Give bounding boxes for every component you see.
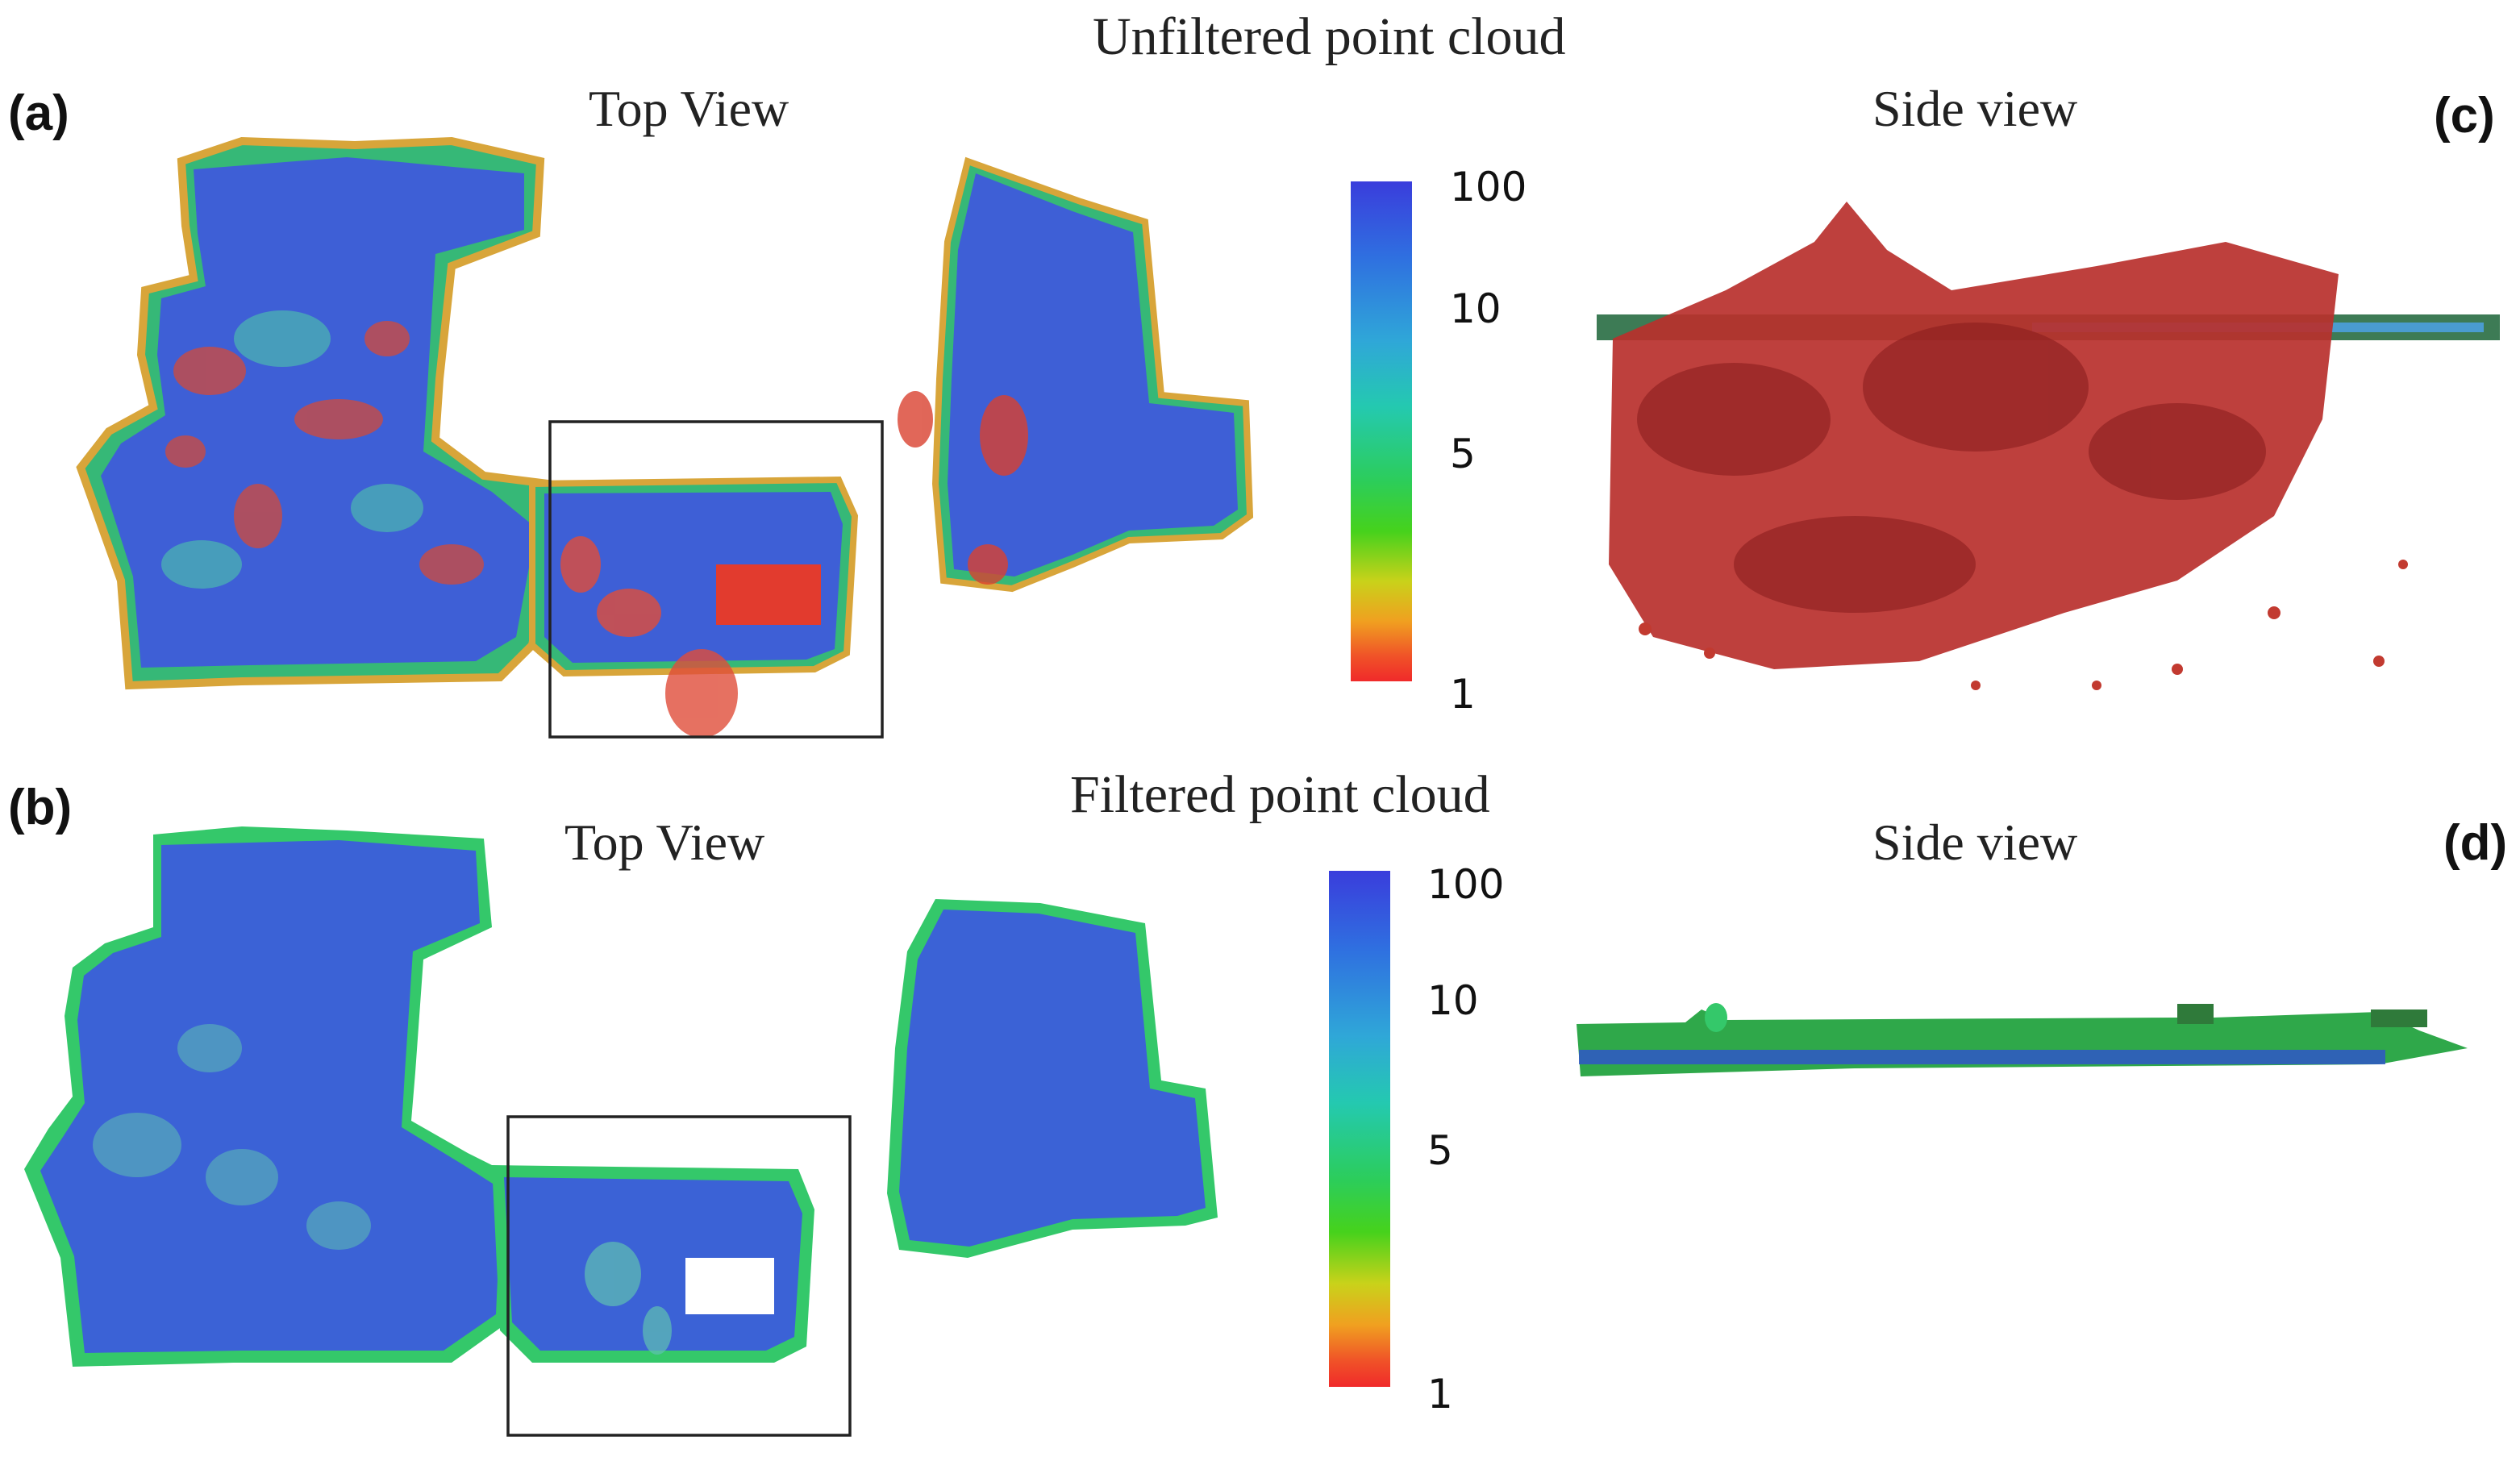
- panel-d-label: (d): [2443, 815, 2508, 871]
- colorbar-top-tick-100: 100: [1450, 164, 1527, 210]
- top-row-title: Unfiltered point cloud: [1093, 7, 1566, 66]
- panel-c-view-label: Side view: [1872, 80, 2078, 137]
- colorbar-top-tick-1: 1: [1450, 671, 1476, 718]
- colorbar-top-tick-5: 5: [1450, 431, 1476, 477]
- panel-d-side-cloud: [1577, 1003, 2468, 1076]
- panel-a-cloud-middle: [529, 476, 859, 738]
- colorbar-bottom-tick-1: 1: [1427, 1371, 1453, 1417]
- bottom-row-title: Filtered point cloud: [1070, 765, 1490, 824]
- panel-c-label: (c): [2434, 88, 2495, 144]
- panel-d-view-label: Side view: [1872, 814, 2078, 871]
- panel-a-cloud-left: [76, 136, 561, 690]
- panel-b-cloud-middle: [492, 1165, 814, 1363]
- colorbar-bottom-tick-10: 10: [1427, 977, 1479, 1024]
- panel-b-label: (b): [8, 780, 73, 835]
- colorbar-top-tick-10: 10: [1450, 285, 1502, 332]
- panel-a-view-label: Top View: [589, 80, 789, 137]
- colorbar-bottom-tick-5: 5: [1427, 1127, 1453, 1174]
- colorbar-bottom-tick-100: 100: [1427, 861, 1505, 908]
- panel-a-cloud-right: [898, 156, 1254, 593]
- panel-a-label: (a): [8, 85, 69, 141]
- panel-b-view-label: Top View: [564, 814, 765, 871]
- panel-a-highlight-box: [548, 420, 884, 739]
- colorbar-bottom: [1329, 871, 1390, 1387]
- panel-b-highlight-box: [506, 1115, 852, 1437]
- colorbar-top: [1351, 181, 1412, 681]
- panel-b-cloud-left: [24, 826, 516, 1367]
- panel-b-cloud-right: [887, 899, 1218, 1258]
- panel-c-side-cloud: [1597, 202, 2500, 690]
